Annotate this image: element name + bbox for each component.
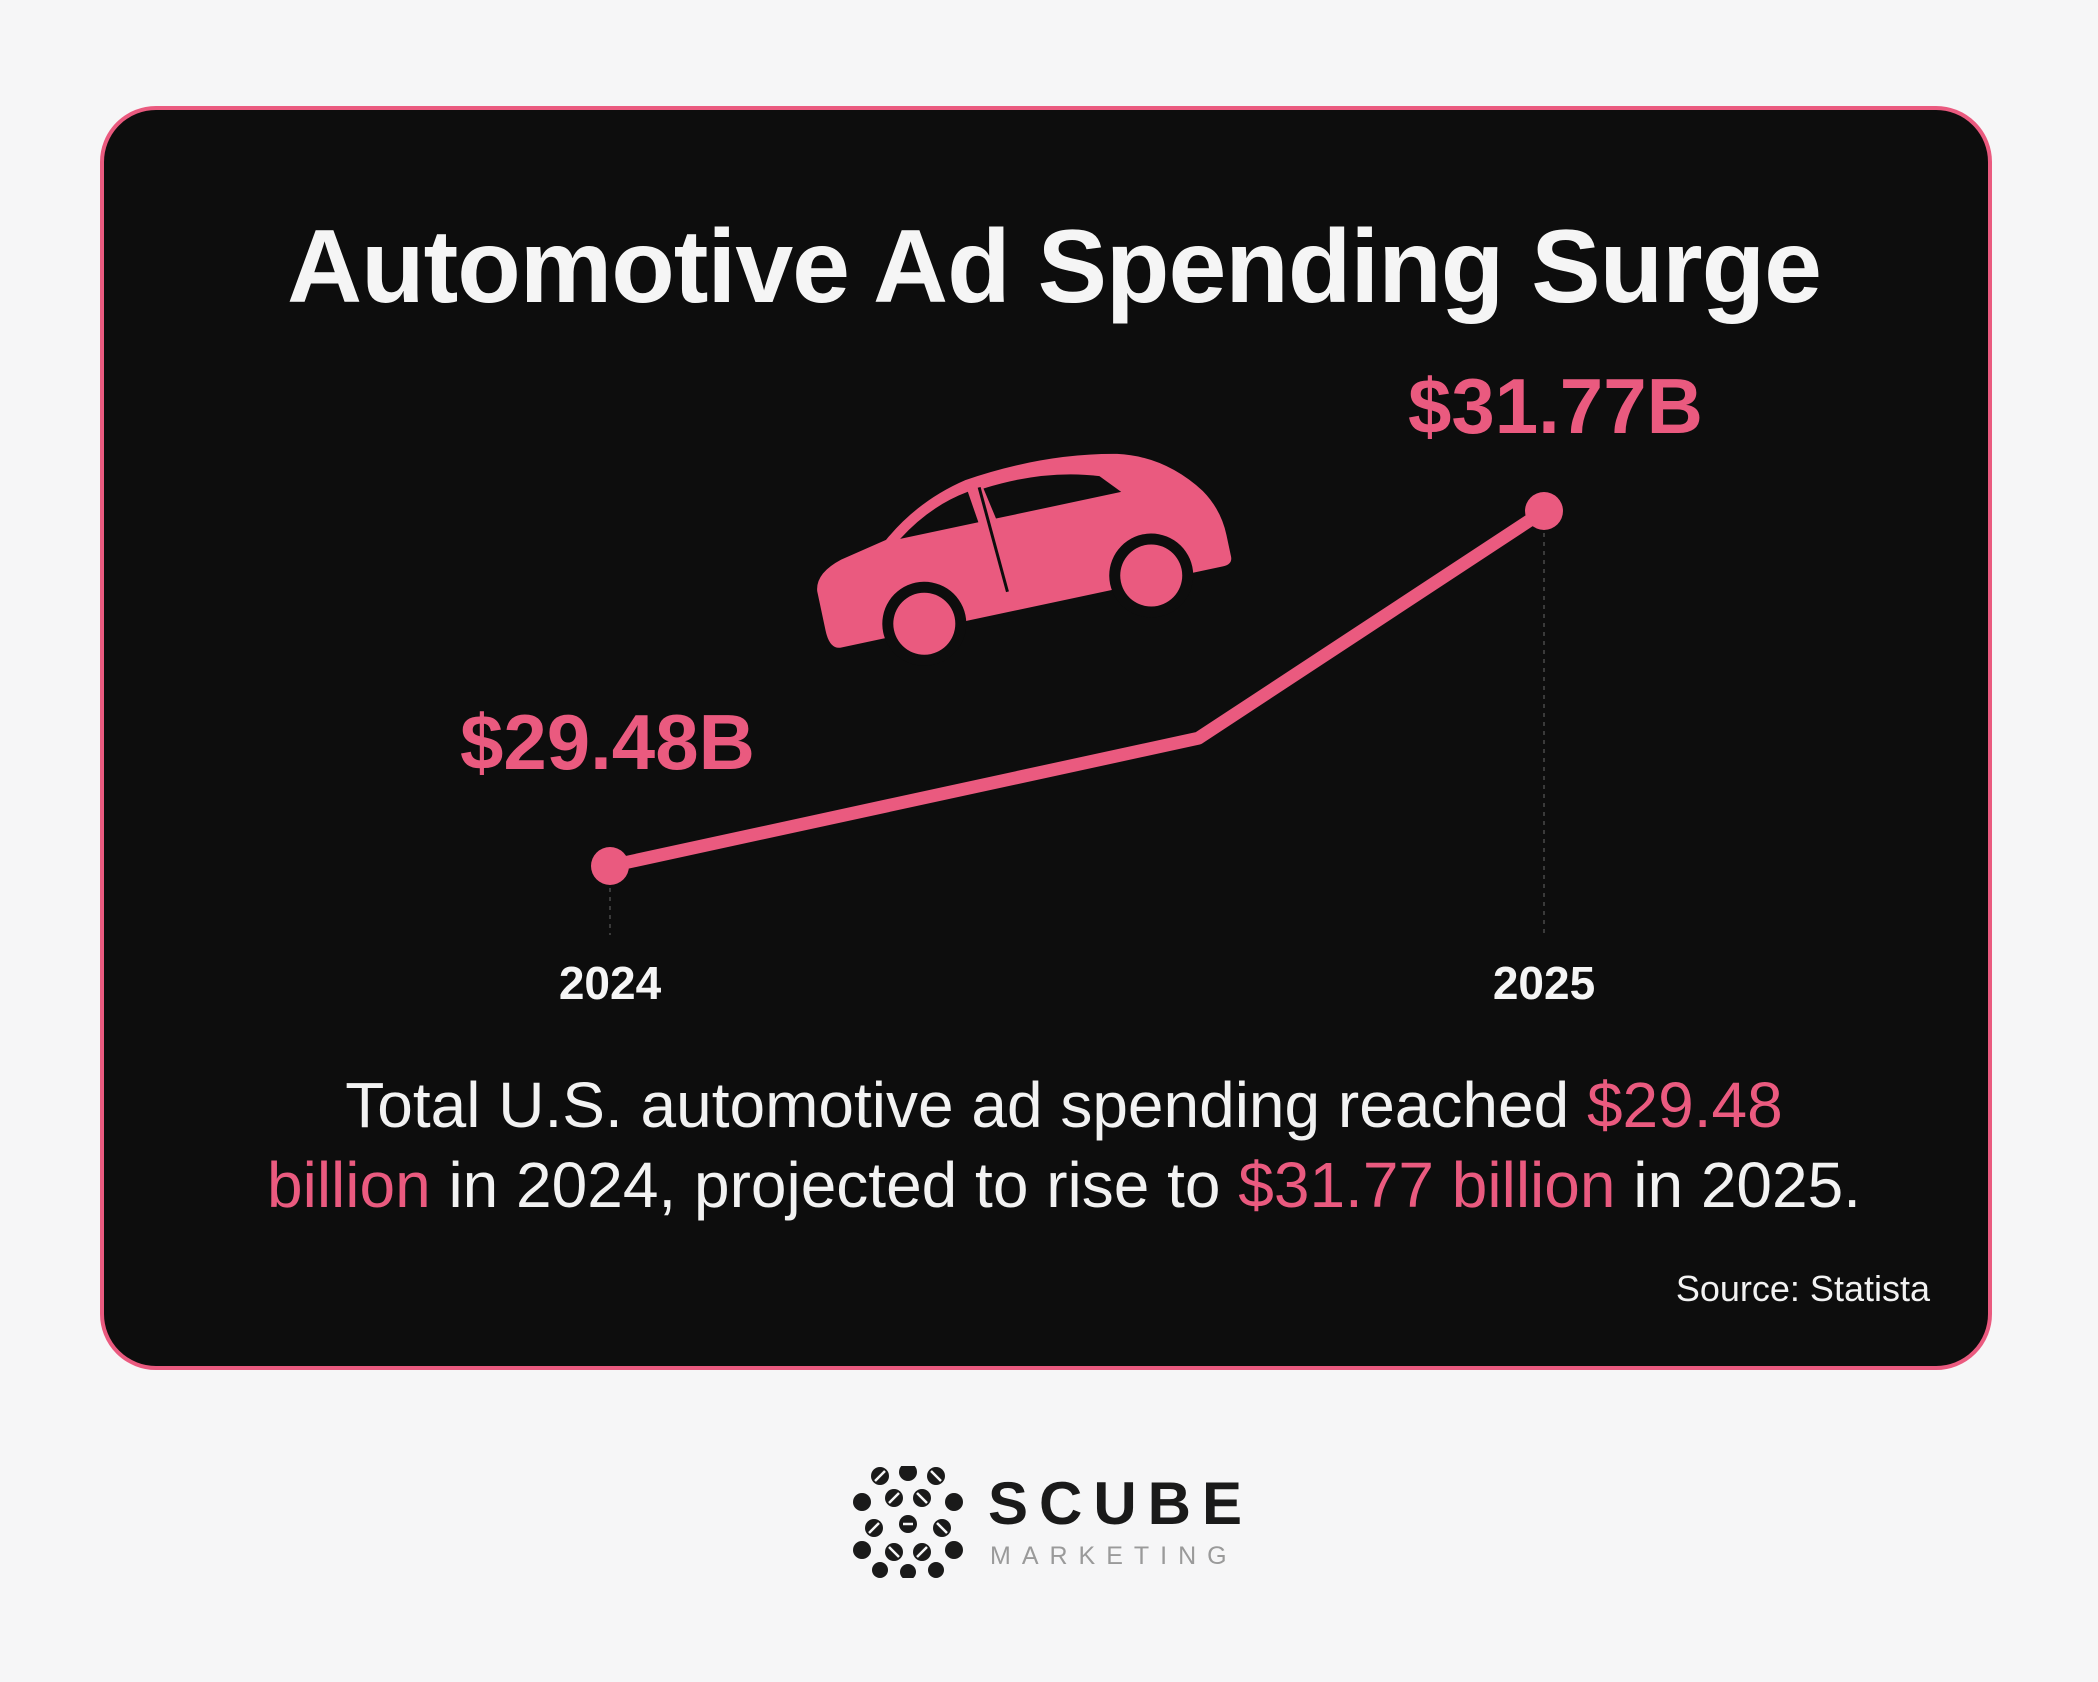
x-tick-label-2024: 2024 [559, 957, 662, 1009]
data-label-2025: $31.77B [1408, 362, 1703, 450]
car-icon [817, 453, 1232, 666]
data-point-2024 [591, 847, 629, 885]
caption-text: in 2025. [1615, 1149, 1861, 1221]
x-tick-label-2025: 2025 [1493, 957, 1595, 1009]
brand-tagline: MARKETING [990, 1542, 1238, 1570]
data-label-2024: $29.48B [460, 698, 755, 786]
line-chart: $29.48B $31.77B 2024 2025 [460, 362, 1703, 1009]
data-point-2025 [1525, 492, 1563, 530]
brand-name: SCUBE [988, 1470, 1254, 1537]
scube-logo-icon [853, 1466, 963, 1578]
source-note: Source: Statista [1675, 1268, 1930, 1309]
caption-highlight-2025: $31.77 billion [1238, 1149, 1616, 1221]
caption-text: in 2024, projected to rise to [430, 1149, 1239, 1221]
summary-caption: Total U.S. automotive ad spending reache… [264, 1065, 1864, 1225]
series-line [603, 504, 1551, 873]
caption-text: Total U.S. automotive ad spending reache… [345, 1069, 1587, 1141]
caption-highlight-2024: $29.48 billion [267, 1069, 1783, 1221]
brand-logo: SCUBE MARKETING [852, 1466, 1252, 1586]
chart-title: Automotive Ad Spending Surge [287, 209, 1822, 325]
infographic-card: Automotive Ad Spending Surge $29.48B $31… [100, 106, 1992, 1370]
